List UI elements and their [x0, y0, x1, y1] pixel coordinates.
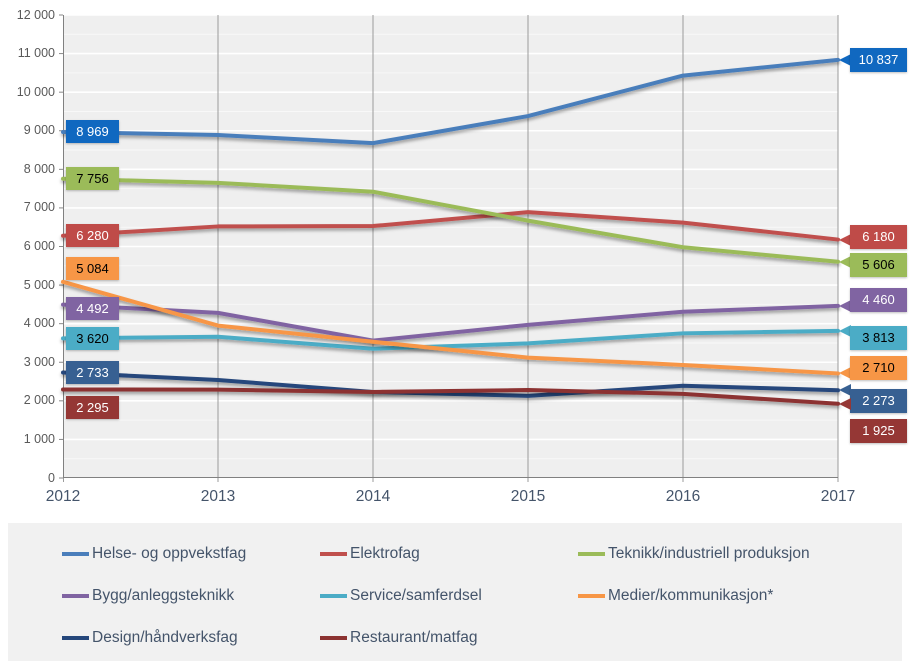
callout-pointer — [839, 53, 851, 66]
x-axis-tick-label: 2014 — [355, 488, 391, 505]
series-last-value-label: 3 813 — [850, 325, 907, 350]
x-axis-tick-label: 2016 — [665, 488, 701, 505]
y-axis-tick-label: 6 000 — [23, 239, 55, 253]
series-last-value-label: 5 606 — [850, 252, 907, 277]
series-first-value-label: 3 620 — [66, 326, 119, 350]
legend-item-2: Elektrofag — [320, 545, 578, 563]
series-line-8 — [61, 387, 840, 406]
legend-label: Restaurant/matfag — [350, 629, 478, 646]
legend-line-swatch — [320, 636, 347, 640]
series-line-5 — [61, 328, 840, 351]
legend-line-swatch — [62, 552, 89, 556]
series-line-2 — [61, 210, 840, 242]
legend-line-swatch — [62, 636, 89, 640]
callout-pointer — [839, 324, 851, 337]
series-last-value-label: 6 180 — [850, 224, 907, 249]
plot-canvas — [59, 14, 840, 482]
legend-label: Service/samferdsel — [350, 587, 482, 604]
y-axis-tick-label: 10 000 — [16, 84, 55, 99]
x-axis-tick-label: 2017 — [820, 488, 856, 505]
legend-line-swatch — [62, 594, 89, 598]
y-axis-tick-label: 11 000 — [17, 46, 55, 61]
series-first-value-label: 5 084 — [66, 257, 119, 281]
legend-label: Medier/kommunikasjon* — [608, 587, 774, 604]
legend-item-1: Helse- og oppvekstfag — [62, 545, 320, 563]
callout-pointer — [839, 299, 851, 312]
series-first-value-label: 8 969 — [66, 120, 119, 144]
legend-label: Bygg/anleggsteknikk — [92, 587, 235, 604]
legend-label: Teknikk/industriell produksjon — [608, 545, 810, 562]
series-last-value-label: 10 837 — [850, 47, 907, 72]
legend-item-5: Service/samferdsel — [320, 587, 578, 605]
legend-item-4: Bygg/anleggsteknikk — [62, 587, 320, 605]
callout-pointer — [839, 233, 851, 246]
y-axis-tick-label: 9 000 — [23, 123, 55, 138]
y-axis-tick-label: 1 000 — [23, 431, 55, 446]
y-axis-tick-label: 12 000 — [16, 7, 55, 22]
y-axis-tick-label: 7 000 — [23, 200, 55, 215]
y-axis-tick-label: 8 000 — [23, 161, 55, 176]
series-first-value-label: 6 280 — [66, 224, 119, 248]
legend-line-swatch — [320, 594, 347, 598]
legend-label: Helse- og oppvekstfag — [92, 545, 247, 562]
legend-line-swatch — [578, 552, 605, 556]
y-axis-tick-label: 2 000 — [23, 393, 55, 408]
series-last-value-label: 2 710 — [850, 356, 907, 381]
legend-line-swatch — [320, 552, 347, 556]
series-line-7 — [61, 370, 840, 398]
series-first-value-label: 2 295 — [66, 395, 119, 419]
series-last-value-label: 2 273 — [850, 389, 907, 414]
legend-label: Elektrofag — [350, 545, 420, 562]
series-line-4 — [61, 302, 840, 343]
callout-pointer — [839, 367, 851, 380]
series-line-1 — [61, 57, 840, 146]
series-first-value-label: 2 733 — [66, 361, 119, 385]
callout-pointer — [839, 255, 851, 268]
series-first-value-label: 7 756 — [66, 167, 119, 191]
x-axis-tick-label: 2012 — [45, 488, 81, 505]
callout-pointer — [839, 397, 851, 410]
series-first-value-label: 4 492 — [66, 297, 119, 321]
legend: Helse- og oppvekstfag Elektrofag Teknikk/i… — [8, 523, 902, 661]
legend-item-6: Medier/kommunikasjon* — [578, 587, 902, 605]
y-axis-tick-label: 4 000 — [23, 316, 55, 331]
x-axis-tick-label: 2013 — [200, 488, 236, 505]
legend-item-3: Teknikk/industriell produksjon — [578, 545, 902, 563]
series-line-3 — [61, 176, 840, 264]
legend-line-swatch — [578, 594, 605, 598]
y-axis-tick-label: 0 — [48, 470, 55, 485]
series-last-value-label: 1 925 — [850, 418, 907, 443]
legend-label: Design/håndverksfag — [92, 629, 238, 646]
plot-area — [59, 14, 840, 482]
series-last-value-label: 4 460 — [850, 287, 907, 312]
x-axis-tick-label: 2015 — [510, 488, 546, 505]
legend-item-8: Restaurant/matfag — [320, 629, 578, 647]
callout-pointer — [839, 384, 851, 397]
y-axis-tick-label: 5 000 — [23, 277, 55, 292]
series-line-6 — [61, 279, 840, 376]
y-axis-tick-label: 3 000 — [23, 354, 55, 369]
legend-item-7: Design/håndverksfag — [62, 629, 320, 647]
